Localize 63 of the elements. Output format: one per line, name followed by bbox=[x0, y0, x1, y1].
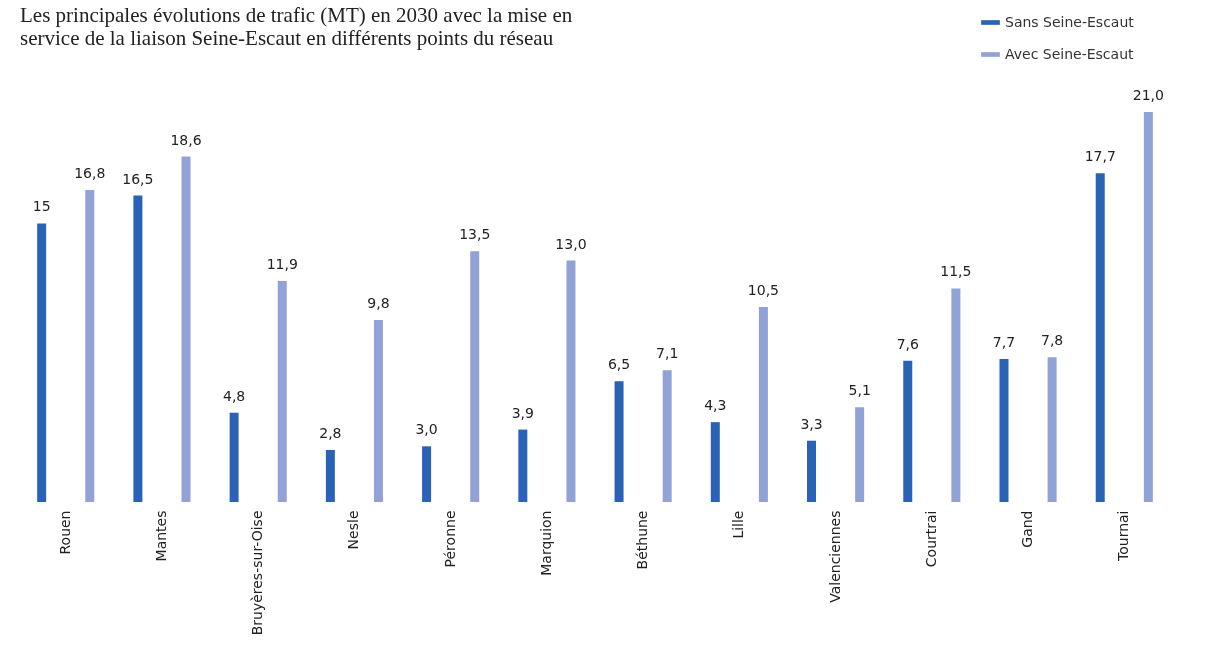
bar bbox=[133, 195, 143, 502]
x-tick-label: Péronne bbox=[441, 510, 458, 568]
chart-title: Les principales évolutions de trafic (MT) en 2030 avec la mise en service de la liaison Seine-Escaut en différents points du réseau bbox=[20, 3, 573, 50]
bar bbox=[325, 450, 335, 502]
data-label: 16,5 bbox=[122, 170, 154, 187]
bar bbox=[85, 190, 95, 502]
data-label: 13,0 bbox=[555, 235, 587, 252]
bar bbox=[1143, 112, 1153, 502]
bar bbox=[662, 370, 672, 502]
bar bbox=[710, 422, 720, 502]
x-tick-label: Lille bbox=[730, 510, 747, 539]
data-label: 3,3 bbox=[800, 415, 823, 432]
data-label: 3,9 bbox=[511, 404, 534, 421]
data-label: 2,8 bbox=[319, 425, 342, 441]
bar bbox=[1047, 357, 1057, 502]
bar bbox=[807, 440, 817, 502]
bar bbox=[518, 429, 528, 502]
data-label: 5,1 bbox=[848, 382, 871, 399]
bar bbox=[999, 359, 1009, 502]
data-label: 7,7 bbox=[992, 334, 1016, 350]
data-label: 17,7 bbox=[1084, 148, 1116, 165]
bar bbox=[181, 156, 191, 502]
data-label: 18,6 bbox=[170, 131, 202, 148]
data-label: 15 bbox=[32, 198, 51, 215]
x-tick-label: Gand bbox=[1019, 510, 1036, 548]
data-label: 13,5 bbox=[459, 226, 491, 243]
legend-label: Sans Seine-Escaut bbox=[1005, 13, 1135, 30]
data-label: 11,5 bbox=[940, 263, 972, 280]
data-label: 6,5 bbox=[607, 356, 631, 373]
bar bbox=[373, 320, 383, 502]
x-tick-label: Tournai bbox=[1115, 510, 1132, 562]
bar bbox=[903, 360, 913, 502]
x-tick-label: Mantes bbox=[152, 510, 169, 562]
data-label: 4,3 bbox=[704, 397, 727, 414]
data-label: 16,8 bbox=[74, 165, 106, 181]
legend-label: Avec Seine-Escaut bbox=[1005, 45, 1135, 62]
bar bbox=[566, 260, 576, 502]
bar bbox=[951, 288, 961, 502]
x-tick-label: Valenciennes bbox=[826, 510, 843, 603]
data-label: 7,6 bbox=[896, 335, 919, 352]
x-tick-label: Rouen bbox=[56, 510, 73, 555]
bar bbox=[758, 307, 768, 502]
data-label: 11,9 bbox=[266, 256, 298, 272]
bar bbox=[470, 251, 480, 502]
bar bbox=[37, 223, 47, 502]
x-tick-label: Béthune bbox=[634, 510, 651, 570]
bar bbox=[229, 412, 239, 502]
bar bbox=[277, 281, 287, 502]
x-tick-label: Marquion bbox=[537, 510, 554, 576]
data-label: 4,8 bbox=[222, 387, 246, 404]
bar bbox=[855, 407, 865, 502]
data-label: 9,8 bbox=[367, 295, 390, 311]
data-label: 7,1 bbox=[656, 345, 679, 362]
bar bbox=[1095, 173, 1105, 502]
data-label: 7,8 bbox=[1040, 332, 1064, 349]
x-tick-label: Courtrai bbox=[922, 510, 939, 568]
bar bbox=[614, 381, 624, 502]
data-label: 10,5 bbox=[747, 282, 779, 298]
data-label: 21,0 bbox=[1132, 87, 1164, 103]
data-label: 3,0 bbox=[415, 421, 438, 438]
bar bbox=[422, 446, 432, 502]
x-tick-label: Bruyères-sur-Oise bbox=[249, 510, 266, 636]
x-tick-label: Nesle bbox=[345, 510, 362, 550]
